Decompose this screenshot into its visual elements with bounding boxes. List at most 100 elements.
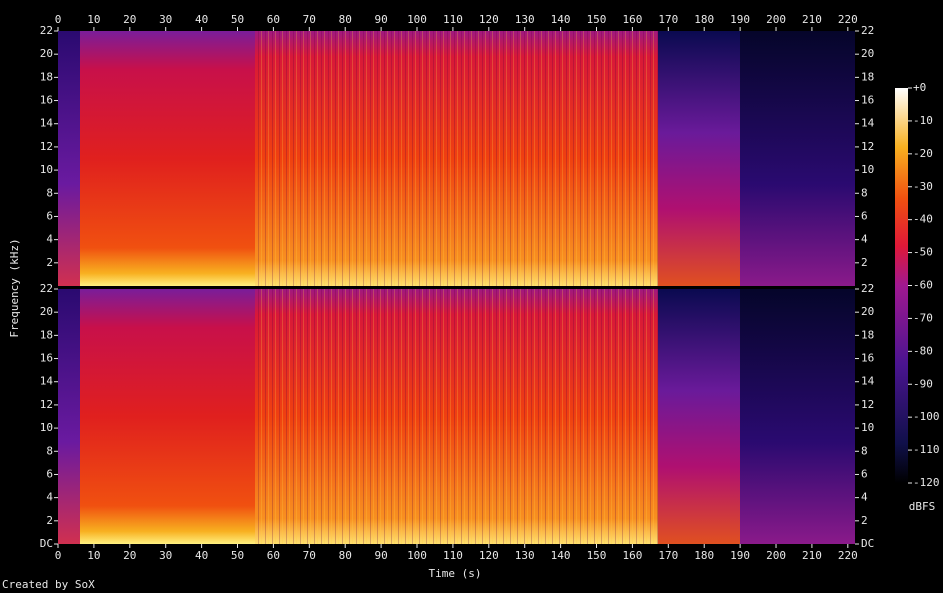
y-tick-label: 6: [46, 467, 53, 480]
y-tick-label: 4: [46, 491, 53, 504]
x-tick-label: 110: [443, 549, 463, 562]
colorbar-tick-label: -10: [913, 114, 933, 127]
y-tick-label: 4: [861, 491, 868, 504]
colorbar-tick-label: +0: [913, 81, 926, 94]
y-tick-label: 14: [861, 375, 875, 388]
colorbar-tick-label: -70: [913, 311, 933, 324]
colorbar-tick-label: -120: [913, 476, 940, 489]
y-tick-label: 16: [861, 352, 874, 365]
y-tick-label: 10: [40, 163, 53, 176]
colorbar-tick-label: -110: [913, 443, 940, 456]
x-tick-label: 220: [838, 13, 858, 26]
colorbar-label: dBFS: [909, 500, 936, 513]
y-tick-label: 22: [40, 282, 53, 295]
x-tick-label: 100: [407, 549, 427, 562]
x-tick-label: 80: [339, 549, 352, 562]
x-tick-label: 20: [123, 549, 136, 562]
x-tick-label: 40: [195, 549, 208, 562]
colorbar-tick-label: -60: [913, 279, 933, 292]
colorbar-tick-label: -30: [913, 180, 933, 193]
x-tick-label: 130: [515, 13, 535, 26]
x-tick-label: 80: [339, 13, 352, 26]
x-tick-label: 60: [267, 549, 280, 562]
x-tick-label: 130: [515, 549, 535, 562]
y-tick-label: 20: [40, 47, 53, 60]
x-tick-label: 90: [374, 549, 387, 562]
x-tick-label: 120: [479, 13, 499, 26]
x-tick-label: 170: [658, 549, 678, 562]
y-tick-label: 22: [861, 282, 874, 295]
channel-2-image: [58, 289, 855, 544]
x-tick-label: 120: [479, 549, 499, 562]
x-tick-label: 100: [407, 13, 427, 26]
x-tick-label: 10: [87, 13, 100, 26]
y-tick-label: 20: [861, 47, 874, 60]
colorbar-tick-label: -100: [913, 410, 940, 423]
x-tick-label: 190: [730, 549, 750, 562]
x-tick-label: 30: [159, 549, 172, 562]
x-tick-label: 50: [231, 13, 244, 26]
x-tick-label: 70: [303, 13, 316, 26]
y-tick-label: 14: [40, 117, 54, 130]
x-tick-label: 0: [55, 549, 62, 562]
y-tick-label: 16: [861, 94, 874, 107]
y-tick-label: 14: [40, 375, 54, 388]
x-tick-label: 30: [159, 13, 172, 26]
x-tick-label: 110: [443, 13, 463, 26]
y-tick-label: 12: [861, 140, 874, 153]
x-tick-label: 200: [766, 549, 786, 562]
y-tick-label: 18: [40, 70, 53, 83]
y-tick-label: 6: [46, 209, 53, 222]
colorbar-tick-label: -20: [913, 147, 933, 160]
x-tick-label: 60: [267, 13, 280, 26]
x-tick-label: 170: [658, 13, 678, 26]
x-tick-label: 180: [694, 549, 714, 562]
colorbar-tick-label: -90: [913, 377, 933, 390]
y-tick-label: 22: [861, 24, 874, 37]
y-tick-label: 8: [861, 444, 868, 457]
colorbar-tick-label: -40: [913, 213, 933, 226]
x-tick-label: 180: [694, 13, 714, 26]
y-tick-label: 8: [46, 444, 53, 457]
y-tick-label: 10: [861, 421, 874, 434]
x-tick-label: 200: [766, 13, 786, 26]
x-tick-label: 50: [231, 549, 244, 562]
y-tick-label: 16: [40, 352, 53, 365]
x-tick-label: 150: [587, 13, 607, 26]
x-tick-label: 150: [587, 549, 607, 562]
y-tick-label: 16: [40, 94, 53, 107]
y-tick-label: 22: [40, 24, 53, 37]
x-tick-label: 220: [838, 549, 858, 562]
x-tick-label: 70: [303, 549, 316, 562]
x-tick-label: 10: [87, 549, 100, 562]
y-tick-label: 10: [861, 163, 874, 176]
y-tick-label: 4: [46, 233, 53, 246]
y-tick-label: 18: [40, 328, 53, 341]
y-tick-label: 6: [861, 209, 868, 222]
footer: Created by SoX: [2, 578, 95, 591]
x-tick-label: 0: [55, 13, 62, 26]
y-tick-label: 2: [861, 514, 868, 527]
x-tick-label: 160: [622, 549, 642, 562]
y-tick-label: 20: [40, 305, 53, 318]
x-tick-label: 90: [374, 13, 387, 26]
y-tick-label: 2: [46, 256, 53, 269]
x-tick-label: 20: [123, 13, 136, 26]
y-tick-label: 8: [46, 186, 53, 199]
colorbar-tick-label: -50: [913, 246, 933, 259]
colorbar: [895, 88, 908, 483]
y-tick-label: 2: [861, 256, 868, 269]
y-tick-label: 12: [40, 140, 53, 153]
x-tick-label: 160: [622, 13, 642, 26]
y-tick-label: DC: [861, 537, 874, 550]
x-axis-label: Time (s): [429, 567, 482, 580]
y-tick-label: DC: [40, 537, 53, 550]
y-tick-label: 18: [861, 70, 874, 83]
y-tick-label: 12: [861, 398, 874, 411]
x-tick-label: 210: [802, 13, 822, 26]
y-tick-label: 20: [861, 305, 874, 318]
y-axis-label: Frequency (kHz): [8, 238, 21, 337]
y-tick-label: 10: [40, 421, 53, 434]
x-tick-label: 210: [802, 549, 822, 562]
